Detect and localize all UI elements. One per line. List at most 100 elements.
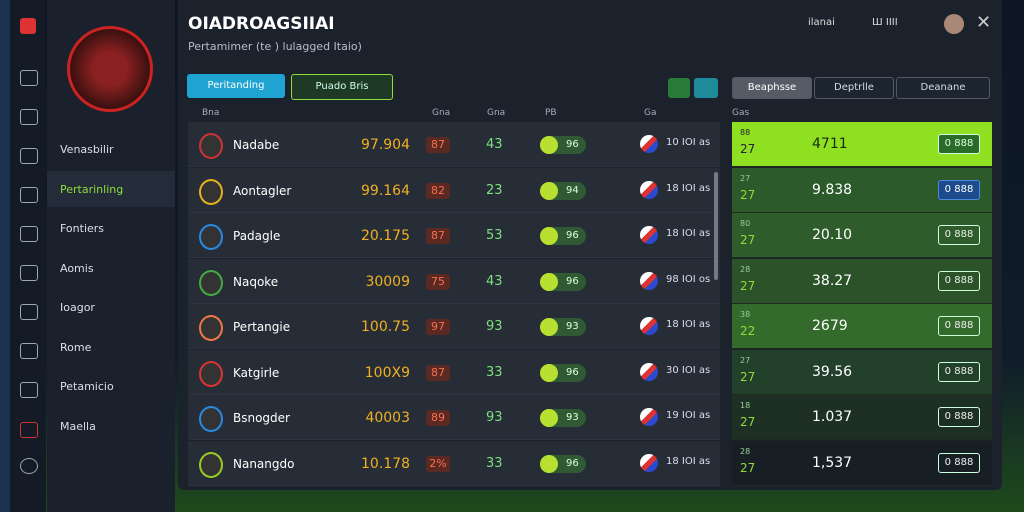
odds-value: 1.037 (812, 409, 853, 425)
status[interactable]: ilanai (808, 17, 835, 28)
match-info: 18 IOI as (666, 319, 711, 330)
table-row[interactable]: Katgirle 100X9 87 33 96 30 IOI as (188, 349, 720, 395)
odds-row[interactable]: 28 27 1,537 0 888 (732, 440, 992, 486)
team-name: Katgirle (233, 365, 280, 380)
odds-row[interactable]: 27 27 39.56 0 888 (732, 349, 992, 395)
team-logo (199, 269, 223, 296)
odds-button[interactable]: 0 888 (938, 134, 980, 154)
number: 93 (486, 410, 503, 425)
rail-icon[interactable] (20, 109, 38, 125)
app-icon[interactable] (20, 18, 36, 34)
rail-icon[interactable] (20, 343, 38, 359)
team-name: Padagle (233, 229, 281, 243)
right-tab[interactable]: Deanane (896, 77, 990, 99)
table-row[interactable]: Aontagler 99.164 82 23 94 18 IOI as (188, 167, 720, 213)
flag (640, 180, 658, 199)
match-info: 18 IOI as (666, 182, 711, 194)
tab[interactable]: Puado Bris (291, 74, 393, 100)
menu-item[interactable]: Fontiers (60, 222, 105, 235)
badge: 89 (426, 410, 450, 426)
menu-item[interactable]: Petamicio (60, 380, 114, 393)
number: 23 (486, 182, 503, 198)
team-logo (199, 178, 223, 205)
column-header: Gas (732, 108, 750, 118)
number: 43 (486, 273, 503, 289)
flag (640, 135, 658, 153)
table-row[interactable]: Nadabe 97.904 87 43 96 10 IOI as (188, 122, 720, 167)
number: 93 (486, 319, 503, 334)
pill-icon (540, 454, 558, 473)
menu-item[interactable]: Rome (60, 340, 92, 354)
table-row[interactable]: Bsnogder 40003 89 93 93 19 IOI as (188, 395, 720, 440)
odds-label: 18 (740, 401, 751, 410)
flag (640, 362, 658, 381)
column-header: Bna (202, 108, 220, 118)
odds-button[interactable]: 0 888 (938, 452, 980, 473)
menu-item[interactable]: Maella (60, 419, 96, 433)
right-tab[interactable]: Deptrlle (814, 77, 894, 99)
title: OIADROAGSIIAI (188, 14, 335, 34)
odds-line: 27 (740, 233, 756, 247)
odds-button[interactable]: 0 888 (938, 407, 980, 427)
rail-icon[interactable] (20, 265, 38, 281)
menu-item[interactable]: Ioagor (60, 301, 95, 314)
odds-row[interactable]: 18 27 1.037 0 888 (732, 395, 992, 440)
odds-row[interactable]: 80 27 20.10 0 888 (732, 213, 992, 258)
team-logo (199, 224, 223, 250)
right-tab[interactable]: Beaphsse (732, 77, 812, 99)
odds-value: 1,537 (812, 454, 853, 471)
stadium-edge (0, 0, 10, 512)
odds-button[interactable]: 0 888 (938, 225, 980, 245)
odds-label: 28 (740, 446, 751, 456)
table-row[interactable]: Padagle 20.175 87 53 96 18 IOI as (188, 213, 720, 258)
match-info: 18 IOI as (666, 228, 711, 239)
rail-icon[interactable] (20, 70, 38, 86)
table-row[interactable]: Pertangie 100.75 97 93 93 18 IOI as (188, 304, 720, 349)
odds-row[interactable]: 27 27 9.838 0 888 (732, 167, 992, 213)
flag (640, 453, 658, 472)
match-info: 98 IOI os (666, 273, 711, 285)
match-info: 10 IOI as (666, 137, 711, 148)
odds-row[interactable]: 38 22 2679 0 888 (732, 304, 992, 349)
menu-active-bg (47, 170, 175, 207)
menu-item[interactable]: Pertarinling (60, 182, 124, 196)
badge: 2% (426, 455, 450, 472)
menu-item[interactable]: Aomis (60, 261, 94, 275)
filter[interactable] (694, 78, 718, 98)
odds-row[interactable]: 28 27 38.27 0 888 (732, 258, 992, 304)
odds-button[interactable]: 0 888 (938, 270, 980, 291)
filter[interactable] (668, 78, 690, 98)
odds-label: 28 (740, 264, 751, 274)
table-row[interactable]: Nanangdo 10.178 2% 33 96 18 IOI as (188, 440, 720, 486)
odds-value: 38.27 (812, 272, 853, 289)
rail-icon[interactable] (20, 422, 38, 438)
odds-row[interactable]: 88 27 4711 0 888 (732, 122, 992, 167)
tab[interactable]: Peritanding (187, 74, 285, 98)
team-logo (199, 360, 223, 387)
odds-label: 27 (740, 355, 751, 365)
number: 53 (486, 228, 503, 243)
odds-value: 4711 (812, 136, 848, 152)
odds-button[interactable]: 0 888 (938, 361, 980, 382)
rail-icon[interactable] (20, 148, 38, 164)
team-name: Nanangdo (233, 456, 295, 471)
flag (640, 226, 658, 244)
team-name: Nadabe (233, 138, 280, 152)
odds-button[interactable]: 0 888 (938, 316, 980, 336)
account[interactable]: Ш IIII (872, 17, 898, 28)
number: 33 (486, 364, 503, 380)
odds-button[interactable]: 0 888 (938, 179, 980, 200)
odds-value: 2679 (812, 318, 848, 334)
menu-item[interactable]: Venasbilir (60, 143, 114, 156)
avatar[interactable] (944, 14, 964, 34)
rail-icon[interactable] (20, 187, 38, 203)
table-row[interactable]: Naqoke 30009 75 43 96 98 IOI os (188, 258, 720, 304)
rail-icon[interactable] (20, 382, 38, 398)
rail-icon[interactable] (20, 226, 38, 242)
pill-icon (540, 318, 558, 336)
close[interactable]: ✕ (976, 12, 992, 33)
rail-icon[interactable] (20, 304, 38, 320)
odds-line: 27 (740, 187, 756, 202)
rail-icon[interactable] (20, 458, 38, 474)
